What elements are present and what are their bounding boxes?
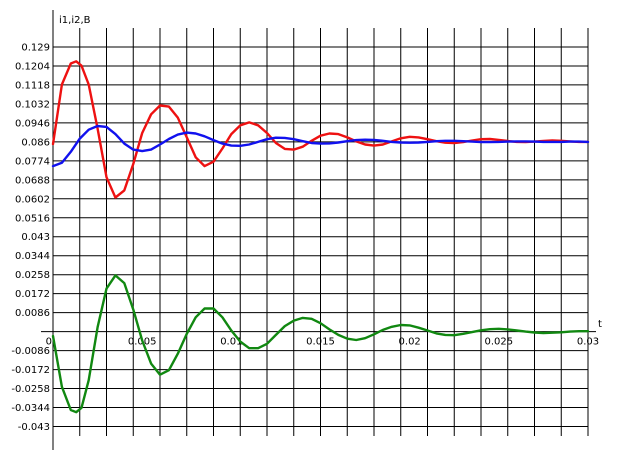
y-tick-label: 0.0086	[15, 308, 50, 319]
y-tick-label: 0.0688	[15, 175, 50, 186]
y-tick-label: 0.1118	[15, 80, 50, 91]
y-tick-label: 0.0258	[15, 270, 50, 281]
y-tick-label: 0.129	[21, 42, 50, 53]
y-tick-label: 0.0774	[15, 156, 50, 167]
x-tick-label: 0	[46, 337, 52, 348]
series-lines	[51, 60, 590, 414]
x-tick-label: 0.02	[399, 337, 421, 348]
y-tick-label: 0.0946	[15, 118, 50, 129]
y-tick-label: 0.0172	[15, 289, 50, 300]
x-tick-label: 0.01	[220, 337, 242, 348]
y-tick-label: 0.0516	[15, 213, 50, 224]
x-axis-label: t	[598, 319, 602, 330]
y-tick-label: 0.043	[21, 232, 50, 243]
y-tick-label: 0.086	[21, 137, 50, 148]
vertical-gridlines	[79, 28, 589, 436]
y-tick-label: -0.0172	[11, 365, 50, 376]
series-line-2	[51, 124, 590, 168]
axes	[41, 10, 596, 450]
y-tick-labels: 0.129 0.1204 0.1118 0.1032 0.0946 0.086 0.0774…	[11, 42, 50, 433]
y-tick-label: 0.0602	[15, 194, 50, 205]
y-tick-label: -0.0344	[11, 403, 50, 414]
y-tick-label: -0.043	[18, 422, 50, 433]
y-tick-label: -0.0086	[11, 346, 50, 357]
x-tick-label: 0.025	[485, 337, 514, 348]
x-tick-labels: 0 0.005 0.01 0.015 0.02 0.025 0.03	[46, 337, 600, 348]
horizontal-gridlines	[53, 46, 588, 428]
y-tick-label: 0.0344	[15, 251, 50, 262]
series-line-1	[51, 60, 590, 199]
y-tick-label: 0.1032	[15, 99, 50, 110]
y-axis-label: i1,i2,B	[59, 15, 91, 26]
x-tick-label: 0.015	[306, 337, 335, 348]
x-tick-label: 0.03	[577, 337, 599, 348]
y-tick-label: -0.0258	[11, 384, 50, 395]
series-line-3	[51, 274, 590, 414]
y-tick-label: 0.1204	[15, 61, 50, 72]
